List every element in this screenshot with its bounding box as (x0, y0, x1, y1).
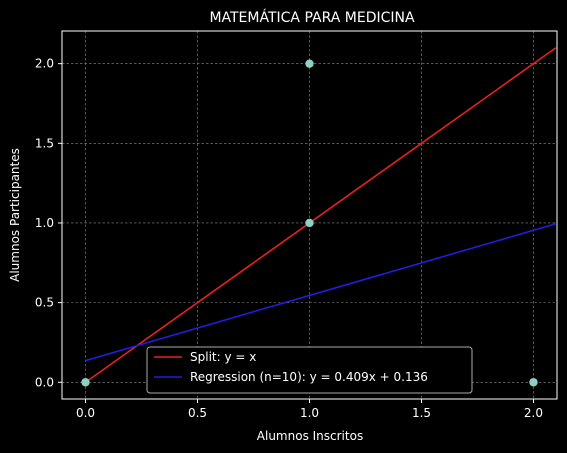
y-tick-label: 2.0 (35, 57, 54, 71)
x-tick-label: 1.0 (300, 406, 319, 420)
y-tick-label: 0.0 (35, 375, 54, 389)
x-axis-label: Alumnos Inscritos (257, 429, 363, 443)
scatter-point (529, 378, 538, 387)
x-tick-label: 2.0 (524, 406, 543, 420)
scatter-point (305, 59, 314, 68)
y-tick-label: 1.5 (35, 136, 54, 150)
y-axis-label: Alumnos Participantes (8, 148, 22, 282)
legend-label-2: Regression (n=10): y = 0.409x + 0.136 (190, 370, 428, 384)
x-axis-ticks: 0.0 0.5 1.0 1.5 2.0 (76, 399, 543, 420)
series-lines (85, 47, 557, 383)
x-tick-label: 0.0 (76, 406, 95, 420)
x-tick-label: 1.5 (412, 406, 431, 420)
legend-box (146, 346, 473, 394)
scatter-point (81, 378, 90, 387)
x-tick-label: 0.5 (188, 406, 207, 420)
series-line-1 (85, 47, 557, 383)
y-tick-label: 0.5 (35, 296, 54, 310)
chart-title: MATEMÁTICA PARA MEDICINA (209, 9, 415, 26)
series-line-2 (85, 223, 557, 362)
legend: Split: y = x Regression (n=10): y = 0.409… (146, 346, 473, 394)
legend-label-1: Split: y = x (190, 350, 256, 364)
scatter-point (305, 218, 314, 228)
y-tick-label: 1.0 (35, 216, 54, 230)
scatter-points (81, 59, 538, 387)
y-axis-ticks: 0.0 0.5 1.0 1.5 2.0 (35, 57, 62, 389)
